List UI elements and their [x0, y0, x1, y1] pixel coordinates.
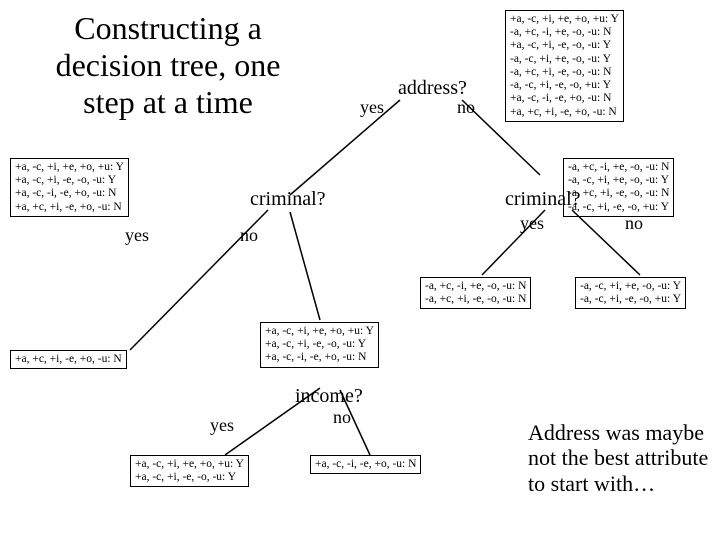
data-income-no: +a, -c, -i, -e, +o, -u: N — [310, 455, 421, 474]
side-note: Address was maybe not the best attribute… — [528, 420, 720, 496]
node-income: income? — [295, 385, 363, 408]
node-criminal-right: criminal? — [505, 188, 581, 211]
branch-criminal-left-no: no — [240, 225, 258, 246]
branch-criminal-right-no: no — [625, 213, 643, 234]
branch-address-no: no — [457, 97, 475, 118]
data-criminal-right-yes: -a, +c, -i, +e, -o, -u: N -a, +c, +i, -e… — [420, 277, 531, 309]
data-root-all: +a, -c, +i, +e, +o, +u: Y -a, +c, -i, +e… — [505, 10, 624, 122]
data-criminal-left-no: +a, -c, +i, +e, +o, +u: Y +a, -c, +i, -e… — [260, 322, 379, 368]
branch-criminal-right-yes: yes — [520, 213, 544, 234]
data-criminal-left-yes: +a, +c, +i, -e, +o, -u: N — [10, 350, 127, 369]
page-title: Constructing a decision tree, one step a… — [28, 10, 308, 120]
data-income-yes: +a, -c, +i, +e, +o, +u: Y +a, -c, +i, -e… — [130, 455, 249, 487]
data-address-yes: +a, -c, +i, +e, +o, +u: Y +a, -c, +i, -e… — [10, 158, 129, 217]
branch-income-no: no — [333, 407, 351, 428]
data-criminal-right-no: -a, -c, +i, +e, -o, -u: Y -a, -c, +i, -e… — [575, 277, 686, 309]
branch-criminal-left-yes: yes — [125, 225, 149, 246]
branch-income-yes: yes — [210, 415, 234, 436]
branch-address-yes: yes — [360, 97, 384, 118]
node-criminal-left: criminal? — [250, 188, 326, 211]
